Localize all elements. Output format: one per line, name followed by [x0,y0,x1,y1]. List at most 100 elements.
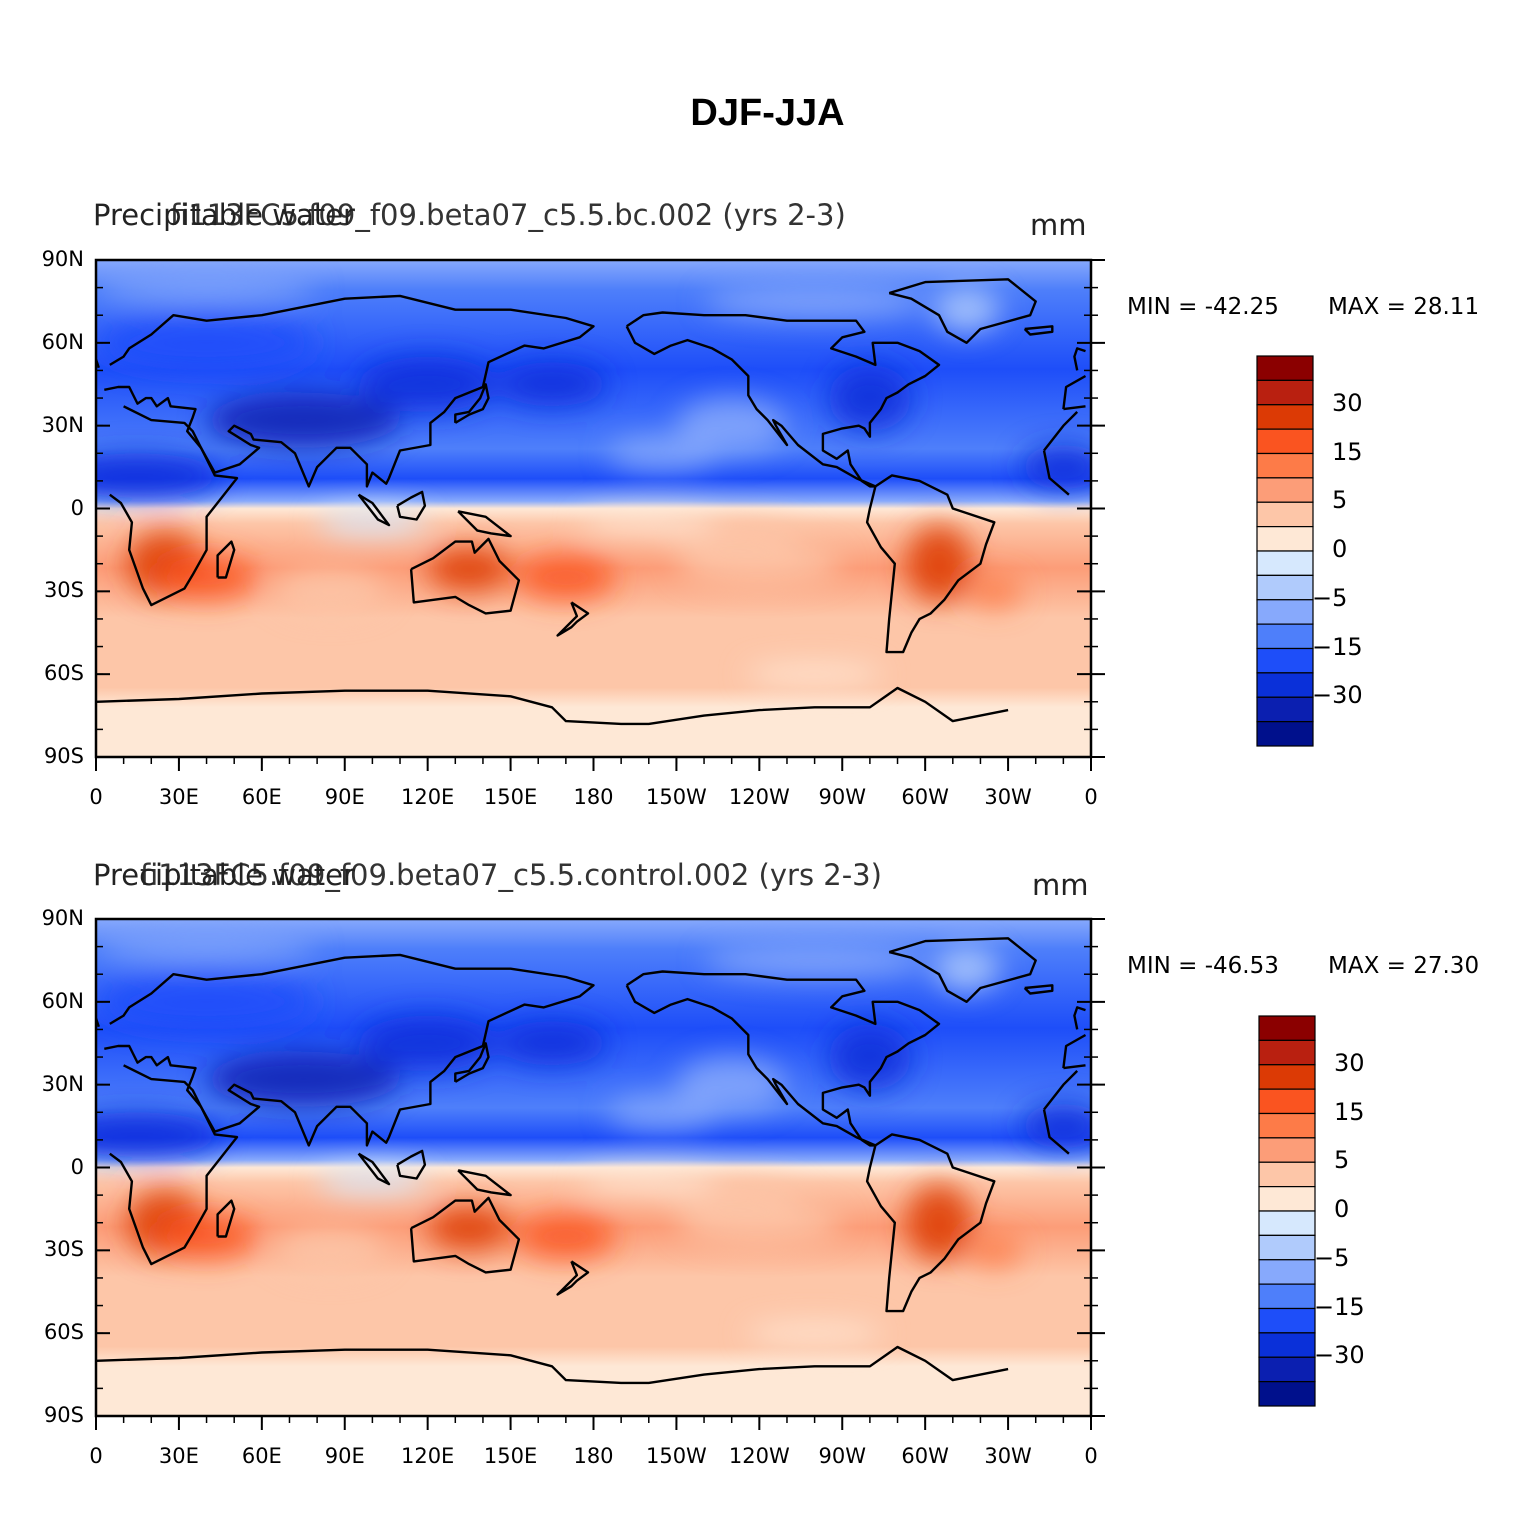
longitude-tick-label: 30E [158,785,199,809]
colorbar-swatch [1258,1307,1316,1334]
latitude-tick-label: 90N [41,247,84,271]
longitude-tick-label: 60W [901,1444,949,1468]
latitude-tick-label: 30S [43,578,84,603]
colorbar-swatch [1256,550,1314,576]
colorbar-swatch [1256,574,1314,601]
longitude-tick-label: 90W [818,1444,867,1468]
colorbar-swatch [1256,501,1314,528]
colorbar-swatch [1258,1088,1316,1115]
colorbar-swatch [1258,1015,1316,1041]
colorbar-swatch [1256,526,1314,552]
longitude-tick-label: 30W [984,785,1032,809]
contour-map [96,919,1091,1416]
panel-variable-label: Precipitable water [93,858,355,892]
colorbar-swatch [1256,404,1314,430]
latitude-tick-label: 60N [41,329,84,354]
longitude-tick-label: 30E [158,1444,199,1468]
colorbar-swatch [1258,1234,1316,1261]
longitude-tick-label: 120W [728,785,790,809]
colorbar-swatch [1258,1039,1316,1066]
longitude-tick-label: 180 [573,785,614,809]
longitude-tick-label: 150W [645,785,707,809]
colorbar-tick-label: −5 [1314,1243,1350,1272]
longitude-tick-label: 150W [645,1444,707,1468]
longitude-tick-label: 120E [400,1444,455,1468]
colorbar-swatch [1256,428,1314,455]
longitude-tick-label: 90E [324,785,365,809]
panel-min-label: MIN = -46.53 [1127,953,1279,979]
colorbar-swatch [1256,721,1314,747]
colorbar-swatch [1258,1064,1316,1090]
colorbar-swatch [1258,1112,1316,1139]
latitude-tick-label: 60N [41,988,84,1013]
panel-max-label: MAX = 28.11 [1328,294,1480,320]
latitude-tick-label: 30N [41,1071,84,1096]
colorbar-tick-label: −30 [1312,681,1363,710]
colorbar-swatch [1256,696,1314,723]
colorbar-swatch [1258,1356,1316,1383]
longitude-tick-label: 60W [901,785,949,809]
colorbar-swatch [1258,1332,1316,1358]
panel-variable-label: Precipitable water [93,198,355,232]
colorbar-swatch [1256,355,1314,381]
colorbar-tick-label: −15 [1312,632,1363,661]
panel-case-label: fi113FC5.f09_f09.beta07_c5.5.control.002… [140,858,882,892]
colorbar-tick-label: 0 [1334,1195,1350,1223]
panel-min-label: MIN = -42.25 [1127,294,1279,320]
longitude-tick-label: 30W [984,1444,1032,1468]
longitude-tick-label: 180 [573,1444,614,1468]
colorbar: 30 15 5 0 −5 −15 −30 [1256,355,1363,747]
longitude-tick-label: 120E [400,785,455,809]
colorbar-tick-label: −30 [1314,1341,1365,1370]
colorbar-tick-label: 0 [1332,535,1348,563]
colorbar-swatch [1258,1137,1316,1163]
latitude-tick-label: 0 [70,495,84,520]
longitude-tick-label: 0 [1084,785,1098,809]
colorbar-tick-label: −15 [1314,1292,1365,1321]
longitude-tick-label: 90W [818,785,867,809]
colorbar-swatch [1256,379,1314,406]
longitude-tick-label: 150E [483,785,538,809]
colorbar-swatch [1256,452,1314,479]
colorbar-swatch [1256,647,1314,674]
colorbar-tick-label: 30 [1332,388,1363,417]
panel-units-label: mm [1030,208,1087,242]
colorbar-swatch [1258,1381,1316,1407]
contour-map [96,260,1091,757]
colorbar-tick-label: −5 [1312,583,1348,612]
panel-units-label: mm [1032,868,1089,902]
latitude-tick-label: 90N [41,906,84,930]
longitude-tick-label: 0 [89,1444,103,1468]
latitude-tick-label: 90S [43,1403,84,1427]
colorbar-swatch [1256,623,1314,650]
longitude-tick-label: 60E [241,1444,282,1468]
colorbar-swatch [1256,599,1314,625]
colorbar-tick-label: 15 [1332,437,1363,466]
latitude-tick-label: 30S [43,1237,84,1262]
colorbar-tick-label: 30 [1334,1048,1365,1077]
colorbar-swatch [1258,1283,1316,1310]
colorbar-swatch [1258,1161,1316,1188]
longitude-tick-label: 150E [483,1444,538,1468]
longitude-tick-label: 60E [241,785,282,809]
colorbar-tick-label: 5 [1332,486,1348,515]
colorbar-tick-label: 15 [1334,1097,1365,1126]
latitude-tick-label: 30N [41,412,84,437]
latitude-tick-label: 0 [70,1154,84,1179]
colorbar-swatch [1258,1186,1316,1212]
colorbar-swatch [1256,477,1314,503]
panel-max-label: MAX = 27.30 [1328,953,1480,979]
longitude-tick-label: 120W [728,1444,790,1468]
figure-title: DJF-JJA [690,92,845,134]
colorbar-tick-label: 5 [1334,1146,1350,1175]
colorbar-swatch [1256,672,1314,698]
colorbar-swatch [1258,1210,1316,1236]
latitude-tick-label: 60S [43,661,84,686]
latitude-tick-label: 60S [43,1320,84,1345]
colorbar-swatch [1258,1259,1316,1285]
longitude-tick-label: 0 [1084,1444,1098,1468]
latitude-tick-label: 90S [43,744,84,768]
panel-case-label: fi113FC5.f09_f09.beta07_c5.5.bc.002 (yrs… [170,198,846,232]
longitude-tick-label: 0 [89,785,103,809]
